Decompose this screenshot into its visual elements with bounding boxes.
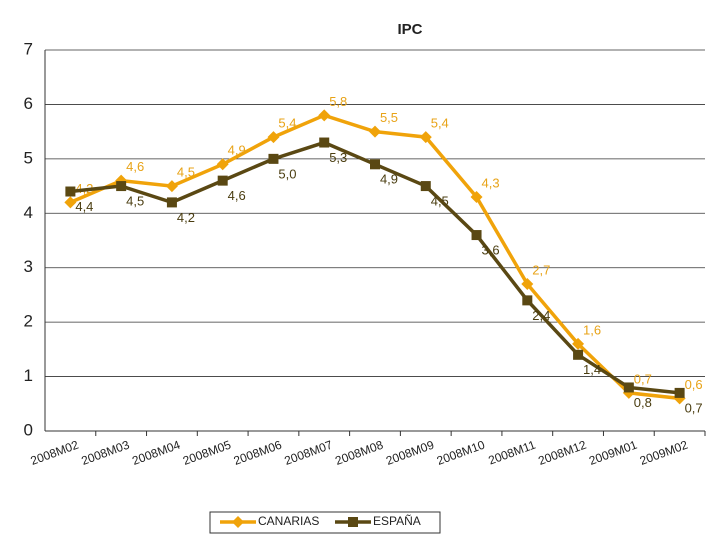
marker	[573, 349, 584, 360]
data-label: 5,4	[431, 116, 449, 131]
data-label: 4,5	[177, 165, 195, 180]
marker	[623, 382, 634, 393]
y-tick-label: 2	[24, 312, 33, 331]
data-label: 4,5	[126, 194, 144, 209]
marker	[419, 131, 432, 144]
data-label: 3,6	[481, 242, 499, 257]
x-tick-label: 2008M02	[29, 438, 81, 468]
data-label: 2,7	[532, 262, 550, 277]
data-label: 0,6	[685, 377, 703, 392]
legend-label: CANARIAS	[258, 514, 319, 528]
marker	[369, 125, 381, 138]
x-tick-label: 2008M08	[333, 438, 385, 468]
data-label: 4,4	[75, 199, 93, 214]
data-label: 4,2	[177, 210, 195, 225]
marker	[165, 180, 178, 193]
x-tick-label: 2008M09	[384, 438, 436, 468]
data-label: 4,6	[228, 188, 246, 203]
data-label: 2,4	[532, 308, 550, 323]
y-tick-label: 6	[24, 94, 33, 113]
data-label: 1,6	[583, 322, 601, 337]
legend-marker	[232, 516, 244, 528]
x-tick-label: 2008M12	[536, 438, 588, 468]
data-label: 5,0	[278, 166, 296, 181]
marker	[166, 197, 177, 208]
marker	[470, 190, 483, 203]
marker	[116, 181, 127, 192]
data-label: 4,6	[126, 159, 144, 174]
data-label: 4,5	[431, 194, 449, 209]
data-label: 4,9	[380, 172, 398, 187]
marker	[267, 131, 280, 144]
x-tick-label: 2009M01	[587, 438, 639, 468]
x-tick-label: 2009M02	[638, 438, 690, 468]
marker	[674, 387, 685, 398]
data-label: 5,8	[329, 94, 347, 109]
marker	[522, 295, 533, 306]
legend-box	[209, 511, 441, 534]
y-tick-label: 5	[24, 148, 33, 167]
y-tick-label: 4	[24, 203, 33, 222]
data-label: 0,7	[685, 400, 703, 415]
marker	[521, 278, 534, 291]
x-tick-label: 2008M07	[283, 438, 335, 468]
data-label: 5,4	[278, 116, 296, 131]
legend-label: ESPAÑA	[373, 514, 421, 528]
marker	[471, 230, 482, 241]
data-label: 0,8	[634, 395, 652, 410]
chart-title: IPC	[397, 21, 422, 38]
series-line	[69, 113, 680, 401]
marker	[216, 158, 229, 171]
marker	[268, 153, 279, 164]
x-tick-label: 2008M10	[435, 438, 487, 468]
x-tick-label: 2008M06	[232, 438, 284, 468]
x-tick-label: 2008M05	[181, 438, 233, 468]
marker	[572, 337, 585, 350]
marker	[370, 159, 380, 170]
data-label: 1,4	[583, 362, 601, 377]
x-tick-label: 2008M03	[79, 438, 131, 468]
y-tick-label: 0	[24, 420, 33, 439]
y-tick-label: 1	[24, 366, 33, 385]
data-label: 5,5	[380, 110, 398, 125]
legend: CANARIAS ESPAÑA	[209, 511, 441, 534]
marker	[319, 137, 330, 148]
marker	[318, 109, 331, 122]
marker	[420, 181, 431, 192]
data-label: 5,3	[329, 150, 347, 165]
legend-marker	[348, 517, 358, 527]
y-tick-label: 7	[24, 39, 33, 58]
y-tick-label: 3	[24, 257, 33, 276]
x-tick-label: 2008M04	[130, 438, 182, 468]
marker	[217, 175, 228, 186]
x-tick-label: 2008M11	[486, 438, 537, 468]
data-label: 0,7	[634, 371, 652, 386]
data-label: 4,9	[228, 143, 246, 158]
marker	[65, 186, 76, 197]
data-label: 4,3	[481, 175, 499, 190]
marker	[64, 196, 77, 209]
